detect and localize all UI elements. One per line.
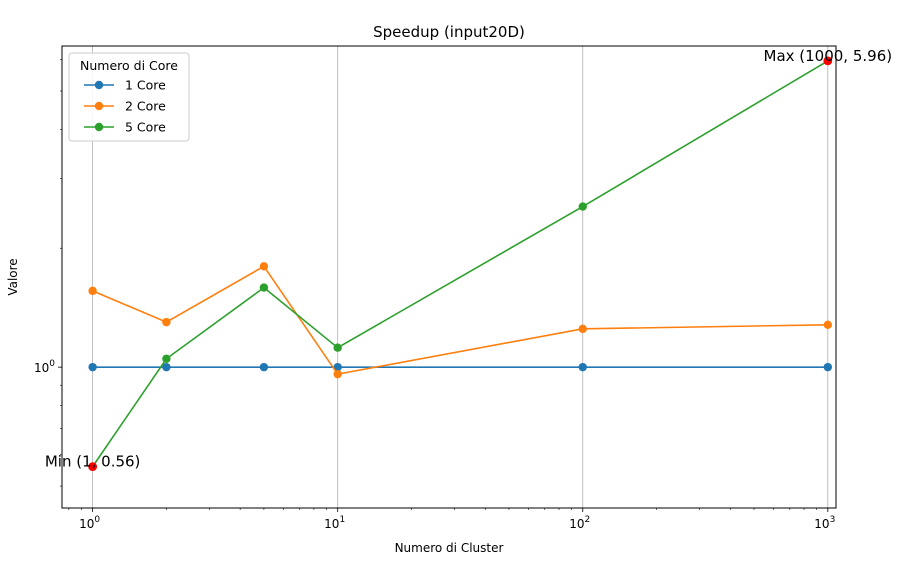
data-point: [578, 362, 587, 372]
data-point: [162, 354, 171, 363]
data-point: [259, 362, 269, 372]
x-tick-label: 100: [79, 515, 100, 531]
annotation-marker: [823, 56, 833, 66]
x-tick-label-exponent: 3: [830, 515, 836, 525]
legend-box: [68, 52, 190, 142]
plot-frame: [61, 45, 837, 509]
annotation-label: Min (1, 0.56): [45, 453, 141, 471]
x-tick-label-exponent: 1: [339, 515, 345, 525]
data-point: [333, 343, 342, 352]
data-point: [578, 202, 587, 211]
data-point: [333, 369, 342, 379]
y-axis-title: Valore: [6, 258, 20, 295]
y-tick-label-base: 10: [34, 361, 49, 375]
y-tick-label: 100: [34, 359, 55, 375]
x-tick-label-base: 10: [324, 517, 339, 531]
x-tick-label-base: 10: [814, 517, 829, 531]
series-line-2: [92, 265, 828, 376]
data-point: [88, 362, 97, 372]
chart-title: Speedup (input20D): [373, 23, 525, 41]
y-tick-label-exponent: 0: [49, 359, 55, 369]
legend-title: Numero di Core: [80, 58, 178, 73]
x-tick-label-base: 10: [79, 517, 94, 531]
legend-marker: [94, 101, 104, 111]
legend-label: 2 Core: [125, 99, 166, 114]
data-point: [333, 362, 342, 372]
x-tick-label: 103: [814, 515, 835, 531]
data-point: [578, 324, 587, 334]
legend-label: 1 Core: [125, 78, 166, 93]
x-tick-label-base: 10: [569, 517, 584, 531]
x-tick-label: 102: [569, 515, 590, 531]
data-point: [259, 262, 269, 271]
legend-label: 5 Core: [125, 120, 166, 135]
data-point: [162, 317, 171, 327]
annotation-layer: Min (1, 0.56) Max (1000, 5.96): [45, 47, 893, 472]
annotation-marker: [88, 462, 98, 472]
x-tick-label-exponent: 2: [585, 515, 591, 525]
data-point: [162, 362, 171, 372]
x-tick-label: 101: [324, 515, 345, 531]
data-point: [259, 283, 269, 292]
x-axis-title: Numero di Cluster: [395, 541, 504, 555]
legend-marker: [94, 122, 104, 132]
data-point: [823, 362, 833, 372]
x-tick-label-exponent: 0: [94, 515, 100, 525]
annotation-label: Max (1000, 5.96): [764, 47, 893, 65]
series-line-3: [91, 60, 829, 468]
legend: Numero di Core 1 Core 2 Core 5 Core: [68, 52, 190, 142]
data-point: [88, 286, 97, 296]
legend-marker: [94, 80, 104, 90]
data-point: [823, 320, 833, 329]
